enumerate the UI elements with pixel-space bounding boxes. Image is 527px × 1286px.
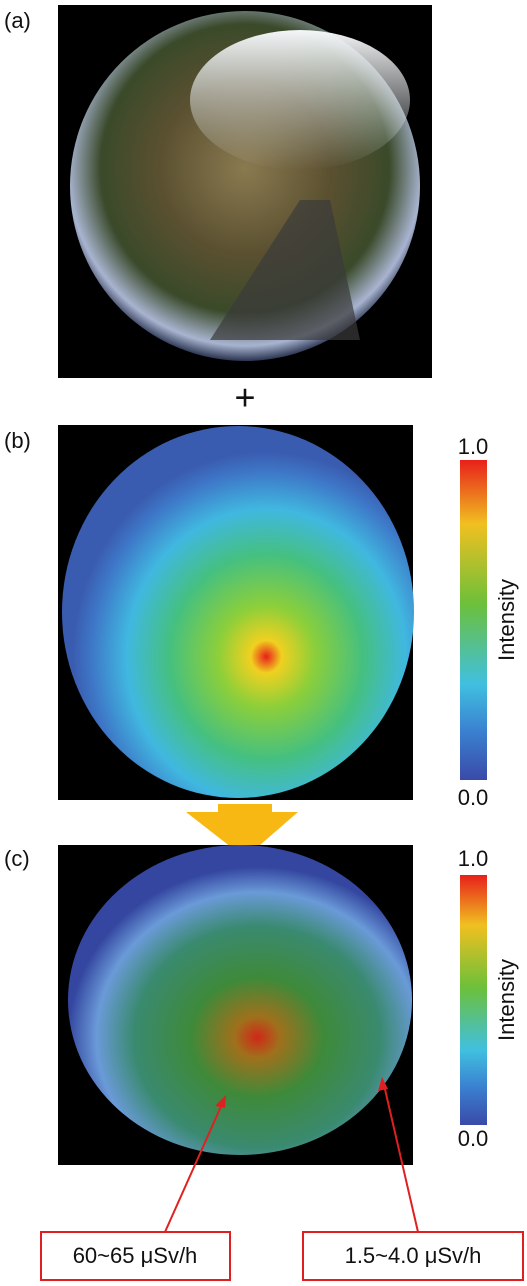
colorbar-min: 0.0 xyxy=(458,1126,489,1151)
callout-text: 60~65 μSv/h xyxy=(73,1243,198,1268)
overlay-image xyxy=(68,845,412,1155)
sky xyxy=(190,30,410,170)
colorbar xyxy=(460,875,487,1125)
callout-text: 1.5~4.0 μSv/h xyxy=(345,1243,482,1268)
panel-label: (b) xyxy=(4,428,31,453)
heatmap xyxy=(62,426,414,798)
panel-label: (c) xyxy=(4,846,30,871)
panel-label: (a) xyxy=(4,8,31,33)
colorbar-title: Intensity xyxy=(494,579,519,661)
colorbar xyxy=(460,460,487,780)
operator: + xyxy=(234,377,255,418)
colorbar-min: 0.0 xyxy=(458,785,489,810)
figure: (a) + (b) 1.0 0.0 Intensity (c) 1.0 0.0 … xyxy=(0,0,527,1281)
colorbar-title: Intensity xyxy=(494,959,519,1041)
colorbar-max: 1.0 xyxy=(458,434,489,459)
colorbar-max: 1.0 xyxy=(458,846,489,871)
